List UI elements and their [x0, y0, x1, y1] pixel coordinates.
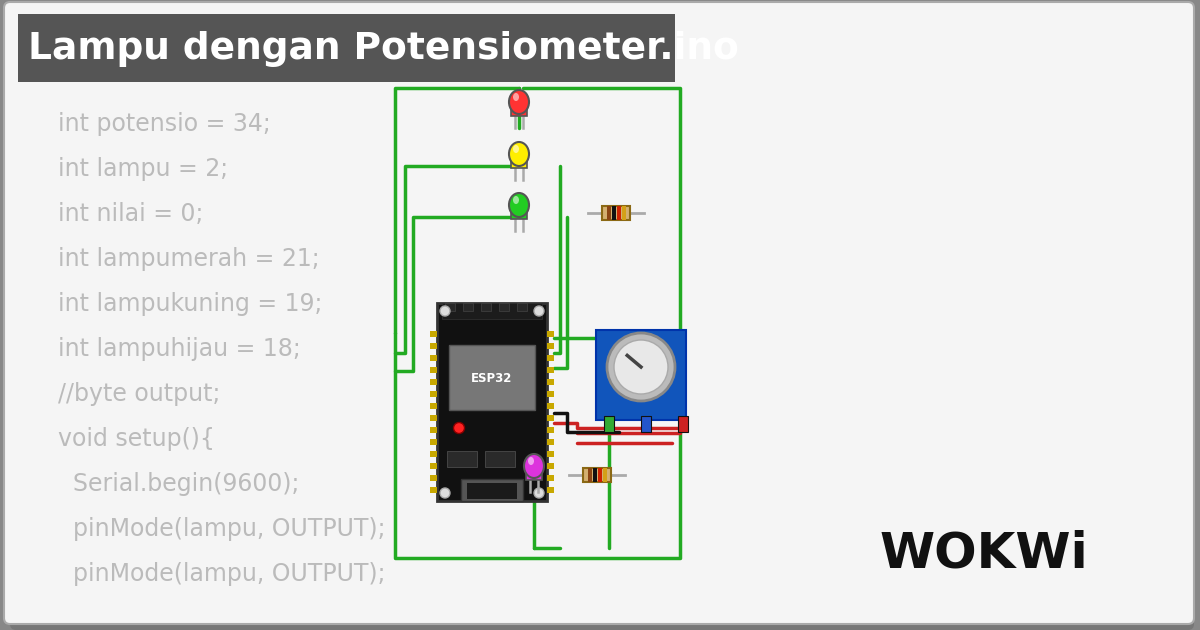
Bar	[602, 206, 630, 220]
Circle shape	[454, 423, 464, 433]
Text: Serial.begin(9600);: Serial.begin(9600);	[58, 472, 299, 496]
Bar	[547, 463, 554, 469]
Bar	[511, 106, 527, 116]
Bar	[430, 331, 437, 337]
Bar	[499, 303, 509, 311]
Bar	[463, 303, 473, 311]
Bar	[430, 391, 437, 397]
Text: int potensio = 34;: int potensio = 34;	[58, 112, 271, 136]
Bar	[445, 303, 455, 311]
Bar	[596, 330, 686, 420]
Bar	[622, 206, 625, 220]
Bar	[547, 331, 554, 337]
Text: void setup(){: void setup(){	[58, 427, 215, 451]
Circle shape	[440, 488, 450, 498]
Text: int lampumerah = 21;: int lampumerah = 21;	[58, 247, 319, 271]
Circle shape	[614, 340, 668, 394]
Bar	[437, 303, 547, 501]
Bar	[547, 451, 554, 457]
Bar	[481, 303, 491, 311]
Bar	[449, 345, 535, 410]
Bar	[430, 427, 437, 433]
Bar	[461, 479, 523, 501]
Text: pinMode(lampu, OUTPUT);: pinMode(lampu, OUTPUT);	[58, 562, 385, 586]
Bar	[430, 451, 437, 457]
Bar	[617, 206, 620, 220]
Text: WOKWi: WOKWi	[880, 530, 1088, 578]
Bar	[547, 487, 554, 493]
Circle shape	[440, 306, 450, 316]
Circle shape	[607, 333, 674, 401]
Text: pinMode(lampu, OUTPUT);: pinMode(lampu, OUTPUT);	[58, 517, 385, 541]
Bar	[547, 475, 554, 481]
Bar	[547, 439, 554, 445]
Bar	[430, 367, 437, 373]
Bar	[430, 487, 437, 493]
Bar	[511, 209, 527, 219]
Bar	[446, 451, 478, 467]
Bar	[547, 379, 554, 385]
Bar	[547, 427, 554, 433]
Bar	[430, 403, 437, 409]
Bar	[430, 475, 437, 481]
FancyBboxPatch shape	[10, 10, 1194, 630]
Bar	[598, 468, 601, 482]
Bar	[467, 483, 517, 499]
Bar	[430, 415, 437, 421]
Circle shape	[534, 306, 544, 316]
Text: Lampu dengan Potensiometer.ino: Lampu dengan Potensiometer.ino	[28, 31, 739, 67]
Bar	[607, 206, 611, 220]
Bar	[430, 379, 437, 385]
Text: int lampuhijau = 18;: int lampuhijau = 18;	[58, 337, 301, 361]
Bar	[547, 415, 554, 421]
Ellipse shape	[514, 145, 520, 153]
Bar	[18, 14, 674, 82]
Bar	[547, 391, 554, 397]
Ellipse shape	[509, 90, 529, 114]
Bar	[641, 416, 650, 432]
Bar	[583, 468, 611, 482]
Bar	[604, 468, 606, 482]
Bar	[547, 367, 554, 373]
Ellipse shape	[528, 457, 534, 465]
Text: int nilai = 0;: int nilai = 0;	[58, 202, 203, 226]
Bar	[430, 343, 437, 349]
Circle shape	[534, 488, 544, 498]
Bar	[547, 403, 554, 409]
Ellipse shape	[509, 193, 529, 217]
Bar	[430, 439, 437, 445]
FancyBboxPatch shape	[4, 2, 1194, 624]
Bar	[604, 416, 614, 432]
Ellipse shape	[514, 196, 520, 204]
Bar	[430, 355, 437, 361]
Bar	[547, 355, 554, 361]
Bar	[526, 470, 542, 480]
Bar	[678, 416, 688, 432]
Bar	[430, 463, 437, 469]
Ellipse shape	[524, 454, 544, 478]
Bar	[593, 468, 596, 482]
Text: int lampukuning = 19;: int lampukuning = 19;	[58, 292, 323, 316]
Text: int lampu = 2;: int lampu = 2;	[58, 157, 228, 181]
Bar	[485, 451, 515, 467]
Ellipse shape	[509, 142, 529, 166]
Text: ESP32: ESP32	[472, 372, 512, 384]
Bar	[588, 468, 592, 482]
Bar	[511, 158, 527, 168]
Bar	[442, 303, 542, 319]
Ellipse shape	[514, 93, 520, 101]
Bar	[547, 343, 554, 349]
Text: //byte output;: //byte output;	[58, 382, 221, 406]
Bar	[612, 206, 616, 220]
Bar	[517, 303, 527, 311]
